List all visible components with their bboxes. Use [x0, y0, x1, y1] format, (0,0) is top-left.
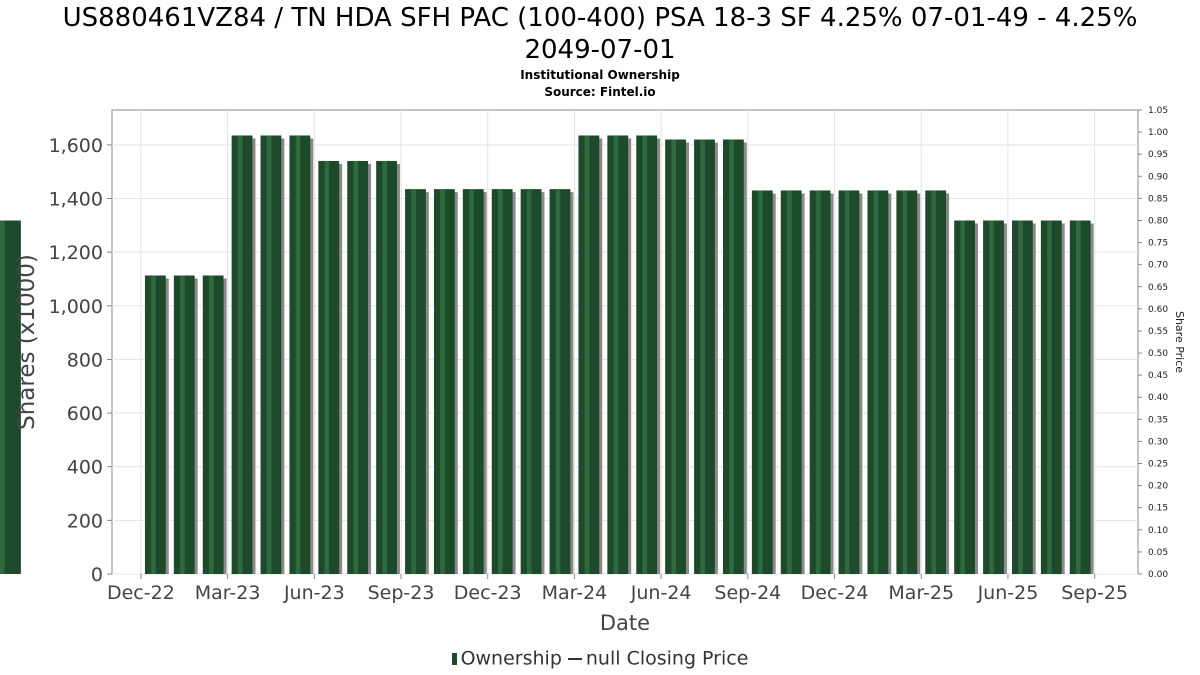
y2-tick-label: 0.40 [1148, 393, 1168, 403]
x-tick-label: Mar-25 [888, 582, 954, 604]
bar-highlight [295, 135, 301, 574]
y2-tick-label: 0.85 [1148, 194, 1168, 204]
bar-highlight [584, 135, 590, 574]
y2-tick-label: 0.75 [1148, 239, 1168, 249]
y2-tick-label: 0.95 [1148, 150, 1168, 160]
bar-highlight [440, 189, 445, 574]
bar-highlight [1018, 220, 1023, 574]
bar-highlight [815, 190, 821, 574]
bar-highlight [237, 135, 243, 574]
x-tick-label: Dec-24 [801, 582, 869, 604]
bar-highlight [642, 135, 648, 574]
y-tick-label: 1,600 [49, 135, 103, 157]
y2-tick-label: 0.65 [1148, 283, 1168, 293]
y2-tick-label: 0.10 [1148, 526, 1168, 536]
y2-tick-label: 1.00 [1148, 128, 1168, 138]
y2-tick-label: 0.15 [1148, 504, 1168, 514]
x-tick-label: Sep-23 [368, 582, 435, 604]
x-tick-label: Mar-23 [195, 582, 261, 604]
y-tick-label: 1,000 [49, 296, 103, 318]
y2-tick-label: 0.55 [1148, 327, 1168, 337]
chart-title-line1: US880461VZ84 / TN HDA SFH PAC (100-400) … [62, 3, 1138, 33]
bar-highlight [787, 190, 792, 574]
y2-tick-label: 0.45 [1148, 371, 1168, 381]
y2-tick-label: 1.05 [1148, 106, 1168, 116]
bar-highlight [180, 275, 185, 574]
y2-tick-label: 0.60 [1148, 305, 1168, 315]
bar-highlight [873, 190, 879, 574]
x-tick-label: Jun-25 [977, 582, 1039, 604]
y-tick-label: 400 [67, 457, 103, 479]
y2-tick-label: 0.35 [1148, 415, 1168, 425]
y-axis-label: Shares (x1000) [14, 254, 40, 430]
y2-tick-label: 0.50 [1148, 349, 1168, 359]
x-tick-label: Sep-24 [714, 582, 781, 604]
x-axis-label: Date [600, 611, 650, 635]
bar-highlight [931, 190, 937, 574]
bar-highlight [353, 160, 359, 574]
legend-ownership-label: Ownership [460, 647, 562, 670]
y2-axis-label: Share Price [1173, 311, 1186, 373]
x-tick-label: Dec-22 [107, 582, 175, 604]
bar-highlight [0, 220, 5, 574]
bar-highlight [989, 220, 994, 574]
y2-tick-label: 0.00 [1148, 570, 1168, 580]
y2-tick-label: 0.20 [1148, 482, 1168, 492]
x-tick-label: Mar-24 [542, 582, 608, 604]
legend-price-label: null Closing Price [585, 647, 749, 670]
chart-subtitle: Institutional Ownership [520, 68, 680, 82]
x-tick-label: Jun-23 [283, 582, 345, 604]
bar-highlight [960, 220, 966, 574]
bar-highlight [555, 189, 561, 574]
bar-highlight [613, 135, 619, 574]
bar-highlight [1076, 220, 1081, 574]
bar-highlight [729, 139, 734, 575]
bar-highlight [411, 189, 416, 574]
bar-highlight [151, 275, 156, 574]
bar-highlight [758, 190, 763, 574]
y-tick-label: 600 [67, 403, 103, 425]
bar-highlight [844, 190, 850, 574]
y-tick-label: 1,400 [49, 189, 103, 211]
ownership-legend-swatch [451, 652, 457, 665]
bar-highlight [671, 139, 676, 575]
y-tick-label: 0 [91, 564, 103, 586]
bar-highlight [498, 189, 503, 574]
bars-group [0, 135, 1094, 575]
y-axis-left: 0 200 400 600 800 1,000 1,200 1,400 1,600 [49, 135, 112, 586]
ownership-bar [0, 220, 21, 574]
legend: Ownership null Closing Price [0, 647, 1200, 670]
chart-title-line2: 2049-07-01 [524, 35, 676, 65]
bar-highlight [1047, 220, 1052, 574]
x-tick-label: Jun-24 [630, 582, 692, 604]
y-tick-label: 800 [67, 349, 103, 371]
chart-source: Source: Fintel.io [544, 85, 656, 99]
bar-highlight [382, 160, 387, 574]
y2-tick-label: 0.90 [1148, 172, 1168, 182]
bar-highlight [526, 189, 532, 574]
bar-highlight [266, 135, 272, 574]
x-tick-label: Sep-25 [1061, 582, 1128, 604]
bar-highlight [700, 139, 705, 575]
y2-tick-label: 0.70 [1148, 261, 1168, 271]
y2-tick-label: 0.30 [1148, 437, 1168, 447]
x-axis: Dec-22 Mar-23 Jun-23 Sep-23 Dec-23 Mar-24 Jun-… [107, 574, 1128, 604]
y-tick-label: 200 [67, 510, 103, 532]
bar-highlight [324, 160, 330, 574]
y2-tick-label: 0.05 [1148, 548, 1168, 558]
y-axis-right: 0.00 0.05 0.10 0.15 0.20 0.25 0.30 0.35 0.40 0.45… [1138, 106, 1168, 580]
price-legend-line [567, 657, 582, 660]
bar-highlight [902, 190, 908, 574]
bar-highlight [208, 275, 214, 574]
y2-tick-label: 0.80 [1148, 216, 1168, 226]
y2-tick-label: 0.25 [1148, 460, 1168, 470]
bar-highlight [469, 189, 474, 574]
x-tick-label: Dec-23 [454, 582, 522, 604]
y-tick-label: 1,200 [49, 242, 103, 264]
